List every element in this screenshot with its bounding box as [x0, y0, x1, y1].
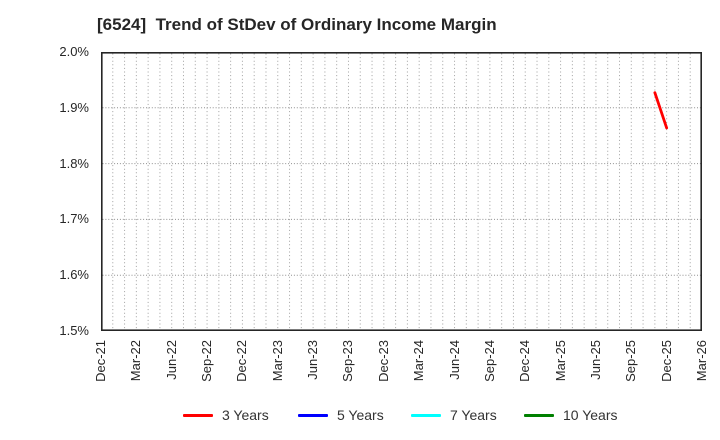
x-tick-label: Mar-24 [411, 340, 427, 382]
x-tick-label: Dec-22 [234, 340, 250, 382]
y-tick-label: 1.6% [59, 267, 89, 283]
legend-item-10-years: 10 Years [524, 407, 618, 423]
gridlines-vertical [112, 53, 691, 330]
x-tick-label: Dec-24 [517, 340, 533, 382]
x-tick-label: Sep-23 [340, 340, 356, 382]
x-tick-label: Sep-25 [623, 340, 639, 382]
y-tick-label: 1.8% [59, 155, 89, 171]
legend-label-10-years: 10 Years [563, 407, 618, 423]
x-tick-label: Dec-21 [93, 340, 108, 382]
legend-line-swatch-10-years [524, 413, 554, 417]
x-tick-label: Mar-25 [552, 340, 568, 382]
legend-label-7-years: 7 Years [450, 407, 497, 423]
legend-line-swatch-3-years [183, 413, 213, 417]
x-tick-label: Mar-22 [128, 340, 144, 382]
x-tick-label: Jun-22 [163, 340, 179, 380]
x-tick-label: Sep-24 [481, 340, 497, 382]
gridlines-horizontal [102, 107, 701, 276]
legend-item-5-years: 5 Years [298, 407, 384, 423]
x-tick-label: Jun-24 [446, 340, 462, 380]
x-tick-label: Jun-25 [587, 340, 603, 380]
y-tick-label: 1.5% [59, 323, 89, 338]
series-line-3-years [653, 91, 669, 130]
legend-line-swatch-5-years [298, 413, 328, 417]
plot-border [101, 52, 702, 331]
x-tick-label: Mar-26 [694, 340, 709, 382]
chart-title: [6524] Trend of StDev of Ordinary Income… [97, 15, 497, 34]
y-tick-label: 2.0% [59, 44, 89, 59]
y-tick-label: 1.9% [59, 99, 89, 115]
legend-item-3-years: 3 Years [183, 407, 269, 423]
legend-item-7-years: 7 Years [411, 407, 497, 423]
x-tick-label: Sep-22 [199, 340, 215, 382]
plot-canvas [101, 52, 702, 331]
legend-label-3-years: 3 Years [222, 407, 269, 423]
x-tick-label: Jun-23 [305, 340, 321, 380]
plot-area [101, 52, 702, 331]
x-tick-label: Dec-25 [658, 340, 674, 382]
legend-label-5-years: 5 Years [337, 407, 384, 423]
y-tick-label: 1.7% [59, 211, 89, 227]
legend-line-swatch-7-years [411, 413, 441, 417]
x-tick-label: Mar-23 [269, 340, 285, 382]
x-tick-label: Dec-23 [375, 340, 391, 382]
